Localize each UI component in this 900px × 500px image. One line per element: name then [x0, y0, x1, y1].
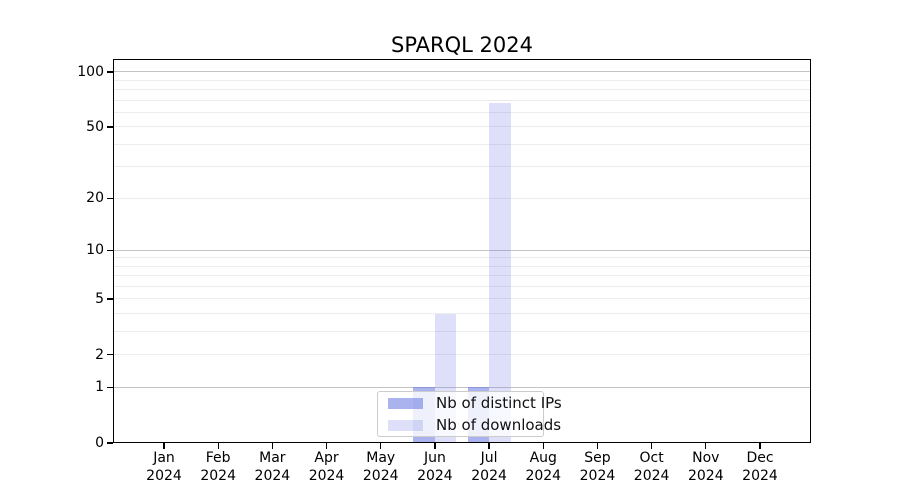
- gridline-minor-8: [113, 265, 811, 267]
- legend: Nb of distinct IPs Nb of downloads: [377, 391, 562, 437]
- gridline-minor-70: [113, 99, 811, 101]
- gridline-minor-90: [113, 79, 811, 81]
- gridline-minor-40: [113, 143, 811, 145]
- x-tick-month: May: [366, 450, 396, 466]
- x-tick-label-jul: Jul 2024: [449, 450, 529, 485]
- y-tick-label-0: 0: [95, 435, 104, 451]
- x-tick-label-jan: Jan 2024: [124, 450, 204, 485]
- gridline-minor-9: [113, 257, 811, 259]
- x-tick-jul: [488, 443, 490, 449]
- x-tick-oct: [650, 443, 653, 449]
- x-tick-mar: [271, 443, 273, 449]
- x-tick-month: Oct: [639, 450, 664, 466]
- bar-jul-downloads: [489, 102, 511, 443]
- x-tick-month: Jun: [423, 450, 446, 466]
- gridline-major-10: [113, 249, 811, 251]
- y-tick-100: [106, 71, 113, 73]
- x-tick-month: Feb: [205, 450, 231, 466]
- y-tick-label-5: 5: [95, 290, 104, 307]
- legend-item-downloads: Nb of downloads: [388, 416, 561, 434]
- x-tick-may: [380, 443, 382, 449]
- y-tick-label-1: 1: [95, 379, 104, 396]
- y-tick-label-2: 2: [95, 346, 104, 363]
- y-tick-label-20: 20: [86, 190, 104, 207]
- gridline-minor-50: [113, 126, 811, 128]
- x-tick-label-feb: Feb 2024: [178, 450, 258, 485]
- x-tick-year: 2024: [525, 467, 562, 484]
- x-tick-feb: [217, 443, 219, 449]
- x-tick-year: 2024: [579, 467, 616, 484]
- gridline-minor-7: [113, 275, 811, 277]
- x-tick-nov: [705, 443, 707, 449]
- legend-swatch-distinct-ips: [388, 397, 423, 409]
- x-tick-jan: [163, 443, 165, 449]
- gridline-minor-20: [113, 197, 811, 199]
- y-tick-1: [106, 386, 113, 388]
- gridline-minor-3: [113, 331, 811, 333]
- gridline-minor-4: [113, 313, 811, 315]
- x-tick-month: Jul: [480, 450, 498, 466]
- x-tick-month: Aug: [529, 450, 557, 466]
- y-tick-50: [106, 126, 113, 128]
- x-tick-label-mar: Mar 2024: [232, 450, 312, 485]
- gridline-major-100: [113, 71, 811, 73]
- x-tick-aug: [542, 443, 544, 449]
- x-tick-label-sep: Sep 2024: [557, 450, 637, 485]
- gridline-minor-5: [113, 298, 811, 300]
- x-tick-label-may: May 2024: [341, 450, 421, 485]
- y-tick-5: [106, 298, 113, 300]
- x-tick-year: 2024: [146, 467, 182, 484]
- gridline-minor-80: [113, 89, 811, 91]
- legend-label-distinct-ips: Nb of distinct IPs: [436, 394, 562, 412]
- x-tick-year: 2024: [254, 467, 291, 484]
- x-tick-apr: [325, 443, 328, 449]
- x-tick-label-aug: Aug 2024: [503, 450, 583, 485]
- x-tick-month: Sep: [584, 450, 611, 466]
- y-tick-0: [106, 442, 113, 444]
- x-tick-year: 2024: [471, 467, 507, 484]
- plot-area: [113, 59, 811, 443]
- x-tick-month: Mar: [259, 450, 286, 466]
- gridline-minor-2: [113, 354, 811, 356]
- x-tick-year: 2024: [687, 467, 724, 484]
- gridline-minor-30: [113, 166, 811, 168]
- x-tick-year: 2024: [308, 467, 345, 484]
- x-tick-month: Apr: [314, 450, 339, 466]
- x-tick-year: 2024: [742, 467, 778, 484]
- gridline-minor-60: [113, 111, 811, 113]
- y-tick-20: [106, 197, 113, 199]
- chart-title: SPARQL 2024: [391, 33, 533, 57]
- x-tick-dec: [759, 443, 761, 449]
- plot-frame: [113, 59, 811, 443]
- x-tick-month: Nov: [692, 450, 720, 466]
- x-tick-year: 2024: [200, 467, 236, 484]
- y-tick-2: [106, 354, 113, 356]
- x-tick-year: 2024: [362, 467, 399, 484]
- x-tick-label-dec: Dec 2024: [720, 450, 800, 485]
- x-tick-label-apr: Apr 2024: [287, 450, 367, 485]
- y-tick-label-100: 100: [77, 63, 104, 80]
- x-tick-month: Dec: [746, 450, 774, 466]
- x-tick-label-oct: Oct 2024: [612, 450, 692, 485]
- x-tick-month: Jan: [153, 450, 175, 466]
- y-tick-label-10: 10: [86, 242, 104, 259]
- gridline-minor-6: [113, 286, 811, 288]
- legend-label-downloads: Nb of downloads: [436, 416, 562, 434]
- x-tick-year: 2024: [417, 467, 453, 484]
- legend-swatch-downloads: [388, 419, 423, 431]
- y-tick-label-50: 50: [86, 118, 104, 135]
- y-tick-10: [106, 249, 113, 251]
- legend-item-distinct-ips: Nb of distinct IPs: [388, 394, 562, 412]
- x-tick-label-nov: Nov 2024: [666, 450, 746, 485]
- x-tick-label-jun: Jun 2024: [395, 450, 475, 485]
- x-tick-sep: [596, 443, 599, 449]
- gridline-major-1: [113, 386, 811, 388]
- x-tick-jun: [434, 443, 436, 449]
- x-tick-year: 2024: [633, 467, 670, 484]
